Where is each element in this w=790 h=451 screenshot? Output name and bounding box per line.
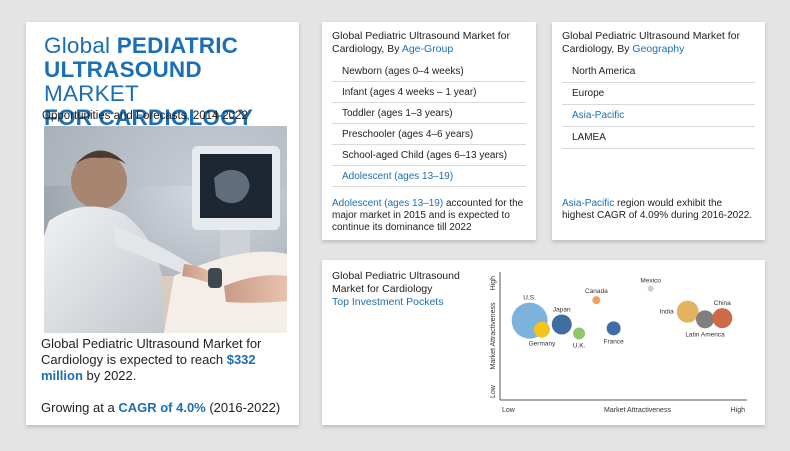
bubble-label-japan: Japan bbox=[553, 306, 571, 313]
list-item: LAMEA bbox=[562, 127, 755, 149]
list-item: Newborn (ages 0–4 weeks) bbox=[332, 61, 526, 82]
list-item: Toddler (ages 1–3 years) bbox=[332, 103, 526, 124]
bubble-label-u-s: U.S. bbox=[523, 295, 536, 302]
age-group-title: Global Pediatric Ultrasound Market for C… bbox=[332, 30, 510, 55]
bubble-japan bbox=[551, 314, 572, 335]
bubble-latin-america bbox=[696, 310, 715, 329]
list-item-highlighted: Asia-Pacific bbox=[562, 105, 755, 127]
x-axis-low-label: Low bbox=[502, 407, 516, 414]
age-group-card: Global Pediatric Ultrasound Market for C… bbox=[322, 22, 536, 240]
bubble-label-latin-america: Latin America bbox=[685, 331, 725, 338]
market-size-statement: Global Pediatric Ultrasound Market for C… bbox=[41, 336, 262, 383]
geography-note: Asia-Pacific region would exhibit the hi… bbox=[562, 198, 753, 221]
chart-subtitle: Top Investment Pockets bbox=[332, 296, 444, 308]
summary-card: Global PEDIATRIC ULTRASOUND MARKET FOR CAR… bbox=[26, 22, 299, 425]
bubble-chart: Low High Market Attractiveness High Low Marke… bbox=[490, 272, 747, 414]
list-item: Europe bbox=[562, 83, 755, 105]
geography-list: North America Europe Asia-Pacific LAMEA bbox=[552, 61, 765, 149]
bubble-india bbox=[676, 300, 699, 323]
bubble-germany bbox=[533, 321, 550, 338]
bubble-label-mexico: Mexico bbox=[640, 278, 661, 285]
bubble-label-france: France bbox=[604, 338, 625, 345]
geography-title: Global Pediatric Ultrasound Market for C… bbox=[562, 30, 740, 55]
list-item-highlighted: Adolescent (ages 13–19) bbox=[332, 166, 526, 187]
ultrasound-photo bbox=[44, 126, 287, 333]
bubble-china bbox=[712, 308, 733, 329]
y-axis-title: Market Attractiveness bbox=[490, 302, 497, 369]
bubble-label-china: China bbox=[714, 300, 731, 307]
bubble-label-u-k: U.K. bbox=[573, 342, 586, 349]
page-title: Global PEDIATRIC ULTRASOUND MARKET FOR CAR… bbox=[44, 33, 254, 130]
age-group-note: Adolescent (ages 13–19) accounted for th… bbox=[332, 198, 524, 233]
bubble-mexico bbox=[647, 285, 654, 292]
x-axis-high-label: High bbox=[731, 407, 746, 414]
bubble-label-india: India bbox=[660, 309, 674, 316]
age-group-list: Newborn (ages 0–4 weeks) Infant (ages 4 … bbox=[322, 61, 536, 187]
page-subtitle: Opportunities and Forecasts, 2014-2022 bbox=[42, 110, 248, 122]
bubble-u-k bbox=[573, 327, 586, 340]
bubble-france bbox=[606, 321, 621, 336]
list-item: North America bbox=[562, 61, 755, 83]
bubble-label-canada: Canada bbox=[585, 288, 608, 295]
y-axis-low-label: Low bbox=[490, 384, 497, 398]
list-item: School-aged Child (ages 6–13 years) bbox=[332, 145, 526, 166]
list-item: Preschooler (ages 4–6 years) bbox=[332, 124, 526, 145]
list-item: Infant (ages 4 weeks – 1 year) bbox=[332, 82, 526, 103]
cagr-statement: Growing at a CAGR of 4.0% (2016-2022) bbox=[41, 400, 281, 415]
y-axis-high-label: High bbox=[490, 276, 497, 291]
investment-pockets-card: Global Pediatric Ultrasound Market for C… bbox=[322, 260, 765, 425]
x-axis-title: Market Attractiveness bbox=[604, 407, 671, 414]
bubble-label-germany: Germany bbox=[529, 341, 556, 348]
bubble-canada bbox=[592, 296, 601, 305]
geography-card: Global Pediatric Ultrasound Market for C… bbox=[552, 22, 765, 240]
chart-title: Global Pediatric Ultrasound Market for C… bbox=[332, 270, 460, 295]
